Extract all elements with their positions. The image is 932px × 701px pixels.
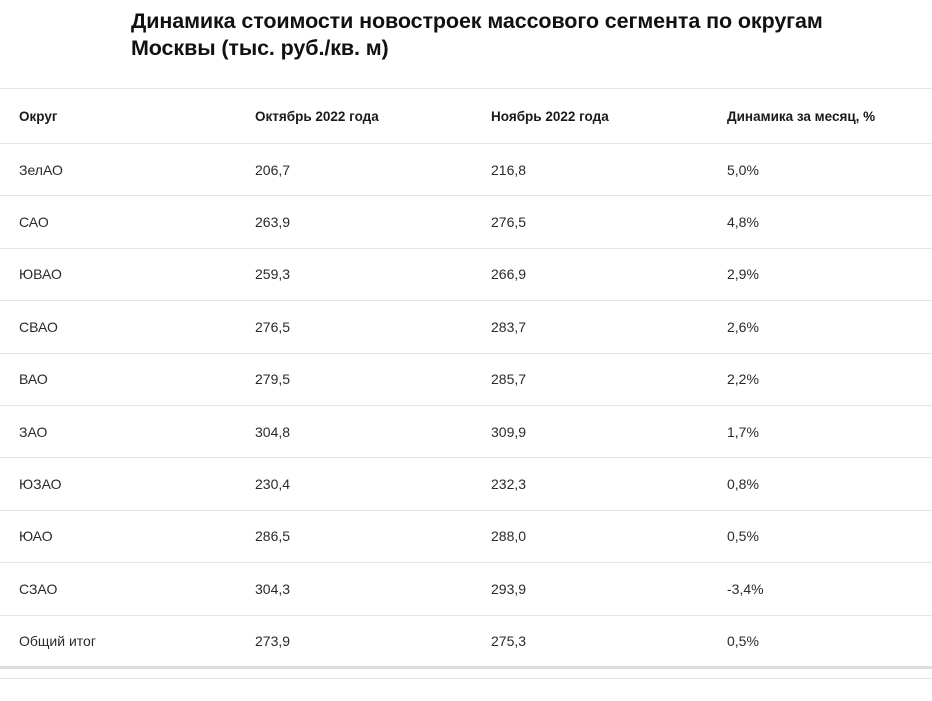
cell-district: СЗАО xyxy=(19,580,58,597)
table-row: ЮВАО 259,3 266,9 2,9% xyxy=(0,248,932,301)
cell-district: ЮЗАО xyxy=(19,476,62,493)
table-row: ЗелАО 206,7 216,8 5,0% xyxy=(0,144,932,196)
cell-october: 206,7 xyxy=(255,161,291,178)
table-body: ЗелАО 206,7 216,8 5,0% САО 263,9 276,5 4,8% ЮВАО… xyxy=(0,144,932,668)
price-table-container: Округ Октябрь 2022 года Ноябрь 2022 года… xyxy=(0,88,932,669)
cell-october: 259,3 xyxy=(255,266,291,283)
cell-november: 283,7 xyxy=(491,318,527,335)
cell-change: 0,8% xyxy=(727,476,759,493)
cell-district: САО xyxy=(19,214,49,231)
price-table: Округ Октябрь 2022 года Ноябрь 2022 года… xyxy=(0,88,932,669)
cell-change: 2,9% xyxy=(727,266,759,283)
cell-october: 304,3 xyxy=(255,580,291,597)
column-header-october: Октябрь 2022 года xyxy=(255,108,379,124)
cell-district: ЗАО xyxy=(19,423,48,440)
table-row: СЗАО 304,3 293,9 -3,4% xyxy=(0,563,932,616)
column-header-change: Динамика за месяц, % xyxy=(727,108,876,124)
cell-district: СВАО xyxy=(19,318,58,335)
cell-october: 279,5 xyxy=(255,371,291,388)
table-row: ВАО 279,5 285,7 2,2% xyxy=(0,353,932,406)
cell-november: 285,7 xyxy=(491,371,527,388)
cell-november: 288,0 xyxy=(491,528,527,545)
cell-november: 275,3 xyxy=(491,632,527,649)
header-row: Округ Октябрь 2022 года Ноябрь 2022 года… xyxy=(0,88,932,144)
cell-october: 286,5 xyxy=(255,528,291,545)
cell-november: 216,8 xyxy=(491,161,527,178)
cell-change: 0,5% xyxy=(727,528,759,545)
table-row: ЮАО 286,5 288,0 0,5% xyxy=(0,510,932,563)
cell-district: Общий итог xyxy=(19,632,96,649)
bottom-divider xyxy=(0,678,932,679)
cell-october: 304,8 xyxy=(255,423,291,440)
cell-district: ЮВАО xyxy=(19,266,62,283)
column-header-november: Ноябрь 2022 года xyxy=(491,108,609,124)
table-row: САО 263,9 276,5 4,8% xyxy=(0,196,932,249)
table-title: Динамика стоимости новостроек массового … xyxy=(131,9,823,60)
cell-november: 266,9 xyxy=(491,266,527,283)
table-row: Общий итог 273,9 275,3 0,5% xyxy=(0,615,932,668)
table-row: СВАО 276,5 283,7 2,6% xyxy=(0,301,932,354)
cell-change: 0,5% xyxy=(727,632,759,649)
cell-november: 293,9 xyxy=(491,580,527,597)
cell-change: 1,7% xyxy=(727,423,759,440)
table-row: ЗАО 304,8 309,9 1,7% xyxy=(0,405,932,458)
cell-district: ЮАО xyxy=(19,528,53,545)
cell-october: 230,4 xyxy=(255,476,291,493)
cell-change: 2,2% xyxy=(727,371,759,388)
cell-change: -3,4% xyxy=(727,580,764,597)
cell-change: 4,8% xyxy=(727,214,759,231)
table-header: Округ Октябрь 2022 года Ноябрь 2022 года… xyxy=(0,88,932,144)
cell-november: 309,9 xyxy=(491,423,527,440)
cell-october: 276,5 xyxy=(255,318,291,335)
cell-change: 5,0% xyxy=(727,161,759,178)
cell-october: 273,9 xyxy=(255,632,291,649)
cell-district: ЗелАО xyxy=(19,161,63,178)
cell-november: 232,3 xyxy=(491,476,527,493)
cell-change: 2,6% xyxy=(727,318,759,335)
cell-district: ВАО xyxy=(19,371,48,388)
cell-november: 276,5 xyxy=(491,214,527,231)
table-row: ЮЗАО 230,4 232,3 0,8% xyxy=(0,458,932,511)
column-header-district: Округ xyxy=(19,108,58,124)
cell-october: 263,9 xyxy=(255,214,291,231)
